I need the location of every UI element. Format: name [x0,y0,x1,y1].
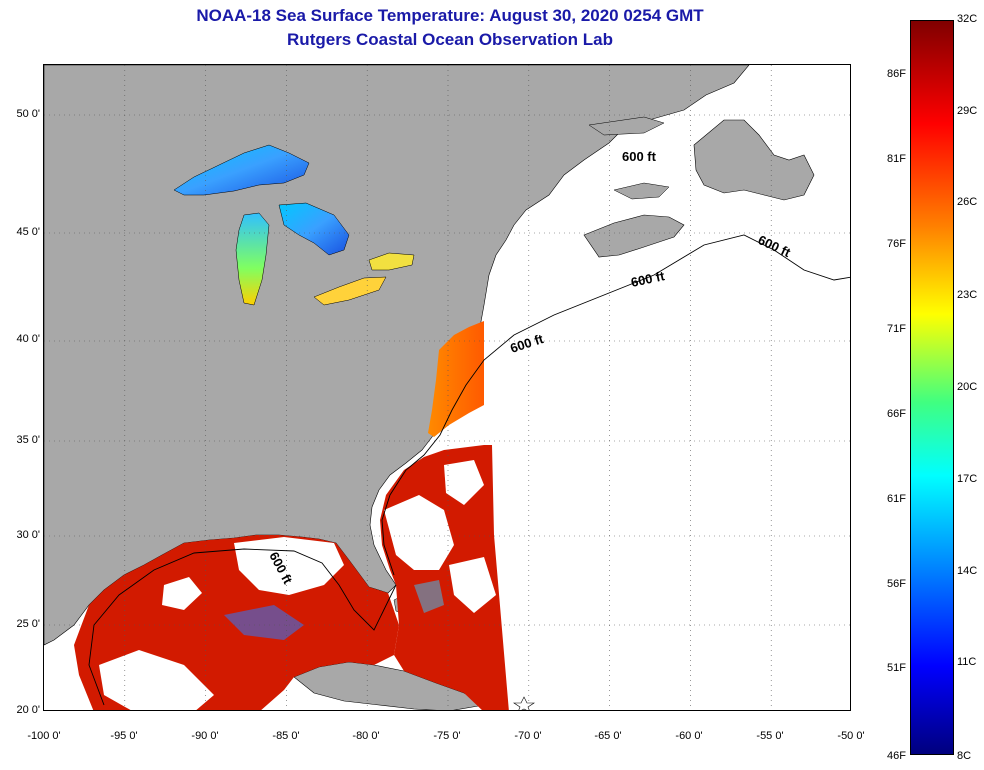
colorbar-f-46: 46F [887,750,906,762]
sst-map-graphic: 600 ft 600 ft 600 ft 600 ft 600 ft [44,65,850,710]
gulf-cloud [234,537,344,595]
colorbar-f-86: 86F [887,68,906,80]
lat-label-30: 30 0' [16,529,40,541]
newfoundland-land [693,119,815,201]
temperature-colorbar [910,20,954,755]
colorbar-c-32: 32C [957,13,978,25]
lake-huron [278,202,350,256]
map-title: NOAA-18 Sea Surface Temperature: August … [196,6,704,25]
atlantic-cloud [384,495,454,570]
atlantic-cool-patch [414,580,444,613]
lon-label-65: -65 0' [594,730,622,742]
colorbar-c-20: 20C [957,381,978,393]
depth-contour-600ft-gulf [88,548,397,706]
colorbar-f-66: 66F [887,408,906,420]
contour-label-2: 600 ft [756,232,794,260]
colorbar-c-29: 29C [957,105,978,117]
colorbar-c-8: 8C [957,750,972,762]
ship-marker [513,696,535,710]
colorbar-f-76: 76F [887,238,906,250]
lat-label-50: 50 0' [16,108,40,120]
nova-scotia-land [583,214,685,258]
lake-ontario [368,252,415,271]
colorbar-c-11: 11C [957,656,977,668]
mid-atlantic-sst [428,321,484,437]
depth-contour-600ft [381,234,850,576]
lon-label-50: -50 0' [837,730,865,742]
lake-erie [313,276,387,306]
lon-label-75: -75 0' [433,730,461,742]
map-subtitle: Rutgers Coastal Ocean Observation Lab [287,30,613,49]
colorbar-f-51: 51F [887,662,906,674]
colorbar-c-23: 23C [957,289,978,301]
gulf-cool-streak [224,605,304,640]
gulf-cloud-2 [162,577,202,610]
colorbar-c-14: 14C [957,565,978,577]
lake-michigan [235,212,270,306]
lat-label-35: 35 0' [16,434,40,446]
contour-label-1: 600 ft [622,149,657,164]
lon-label-80: -80 0' [352,730,380,742]
lat-label-25: 25 0' [16,618,40,630]
lake-superior [173,144,310,196]
gulf-cloud-3 [99,650,214,710]
colorbar-c-26: 26C [957,196,978,208]
colorbar-f-81: 81F [887,153,906,165]
north-america-land [44,65,750,646]
colorbar-c-17: 17C [957,473,978,485]
lon-label-100: -100 0' [27,730,61,742]
lat-label-45: 45 0' [16,226,40,238]
pei-land [613,182,670,200]
lon-label-55: -55 0' [756,730,784,742]
colorbar-f-56: 56F [887,578,906,590]
lon-label-95: -95 0' [110,730,138,742]
colorbar-f-61: 61F [887,493,906,505]
lon-label-85: -85 0' [272,730,300,742]
anticosti-land [588,116,665,136]
atlantic-cloud-3 [449,557,496,613]
lat-label-20: 20 0' [16,704,40,716]
atlantic-cloud-2 [444,460,484,505]
lon-label-70: -70 0' [514,730,542,742]
lon-label-60: -60 0' [675,730,703,742]
contour-label-3: 600 ft [630,268,667,290]
colorbar-f-71: 71F [887,323,906,335]
lon-label-90: -90 0' [191,730,219,742]
lat-label-40: 40 0' [16,333,40,345]
sst-map: 600 ft 600 ft 600 ft 600 ft 600 ft [43,64,851,711]
